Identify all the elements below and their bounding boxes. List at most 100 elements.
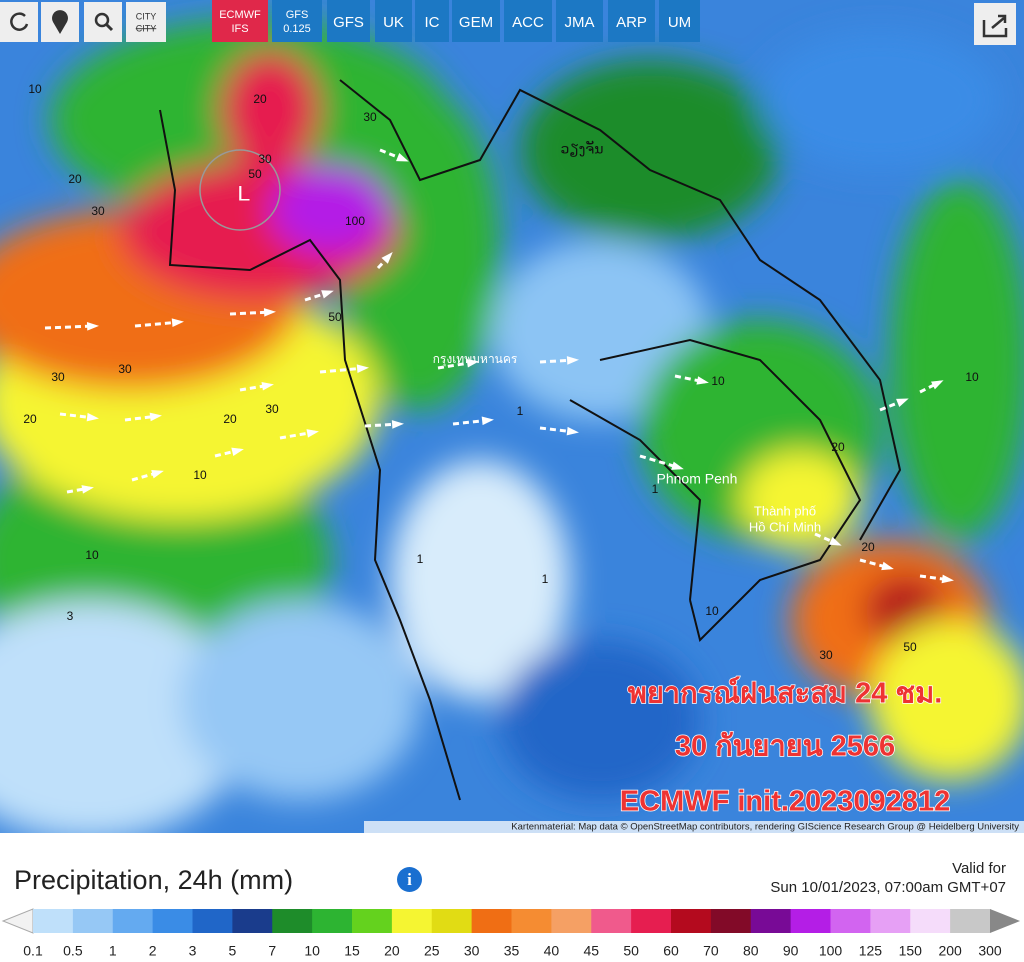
model-button[interactable] <box>452 0 500 42</box>
attribution: Kartenmaterial: Map data © OpenStreetMap… <box>511 822 1019 833</box>
colorbar-label: 20 <box>384 943 400 959</box>
colorbar-swatch <box>391 909 433 933</box>
colorbar-label: 150 <box>899 943 923 959</box>
wind-arrow <box>59 412 96 420</box>
contour-label: 20 <box>23 412 37 426</box>
wind-arrow <box>66 486 91 494</box>
model-button[interactable] <box>375 0 412 42</box>
refresh-button[interactable] <box>0 2 38 42</box>
wind-arrow-head <box>86 322 99 331</box>
wind-arrow-head <box>263 308 276 317</box>
wind-arrow-head <box>696 376 709 385</box>
colorbar-label: 7 <box>268 943 276 959</box>
contour-label: 20 <box>68 172 82 186</box>
overlay-line: 30 กันยายน 2566 <box>675 731 895 763</box>
wind-arrow-head <box>829 536 842 546</box>
wind-arrow <box>539 426 576 434</box>
colorbar-swatch <box>431 909 473 933</box>
colorbar-label: 1 <box>109 943 117 959</box>
model-name: UM <box>668 14 691 31</box>
colorbar-label: 5 <box>228 943 236 959</box>
colorbar-label: 50 <box>623 943 639 959</box>
model-button[interactable] <box>212 0 268 42</box>
city-text: CITY <box>136 23 157 33</box>
contour-label: 1 <box>417 552 424 566</box>
colorbar-swatch <box>33 909 74 933</box>
contour-label: 10 <box>705 604 719 618</box>
colorbar-end <box>990 909 1020 933</box>
model-button[interactable] <box>415 0 449 42</box>
colorbar-label: 0.1 <box>23 943 43 959</box>
colorbar-label: 10 <box>304 943 320 959</box>
colorbar-label: 15 <box>344 943 360 959</box>
wind-arrow-head <box>671 461 684 470</box>
valid-time: Sun 10/01/2023, 07:00am GMT+07 <box>770 879 1006 896</box>
wind-arrow <box>319 366 366 374</box>
colorbar-swatch <box>112 909 154 933</box>
colorbar-swatch <box>710 909 752 933</box>
contour-label: 10 <box>965 370 979 384</box>
contour-label: 20 <box>831 440 845 454</box>
wind-arrow-head <box>466 359 479 368</box>
colorbar-swatch <box>192 909 233 933</box>
city-label: Hồ Chí Minh <box>749 519 821 534</box>
pin-icon <box>51 10 68 34</box>
zoom-button[interactable] <box>84 2 122 42</box>
contour-label: 10 <box>711 374 725 388</box>
wind-arrow-head <box>81 485 94 494</box>
colorbar-label: 80 <box>743 943 759 959</box>
valid-for: Valid for <box>952 860 1006 877</box>
model-button[interactable] <box>504 0 552 42</box>
city-button[interactable] <box>126 2 166 42</box>
colorbar-label: 200 <box>938 943 962 959</box>
model-name: ACC <box>512 14 544 31</box>
model-button[interactable] <box>327 0 370 42</box>
colorbar-swatch <box>352 909 393 933</box>
contour-label: 30 <box>91 204 105 218</box>
wind-arrows <box>44 148 954 584</box>
colorbar-swatch <box>830 909 871 933</box>
wind-arrow-head <box>566 356 579 365</box>
wind-arrow-head <box>881 561 894 571</box>
wind-arrow-head <box>391 420 404 429</box>
city-label: Phnom Penh <box>657 471 738 487</box>
colorbar-label: 40 <box>544 943 560 959</box>
wind-arrow-head <box>481 416 494 426</box>
info-button[interactable]: i <box>397 867 422 892</box>
colorbar-swatch <box>790 909 831 933</box>
share-icon <box>982 14 1008 38</box>
colorbar-label: 25 <box>424 943 440 959</box>
colorbar-swatch <box>72 909 114 933</box>
wind-arrow-head <box>931 380 944 390</box>
contour-label: 1 <box>517 404 524 418</box>
wind-arrow <box>124 414 159 422</box>
contour-label: 30 <box>51 370 65 384</box>
colorbar-swatch <box>312 909 353 933</box>
colorbar-label: 0.5 <box>63 943 83 959</box>
zoom-icon <box>94 12 110 28</box>
colorbar-label: 70 <box>703 943 719 959</box>
wind-arrow-head <box>171 318 184 327</box>
model-button[interactable] <box>272 0 322 42</box>
colorbar-end <box>1 908 34 934</box>
model-button[interactable] <box>659 0 700 42</box>
colorbar-swatch <box>551 909 592 933</box>
map: 1020302030503050100303020102030101111020… <box>0 0 1024 833</box>
model-button[interactable] <box>556 0 603 42</box>
city-text: CITY <box>136 11 157 21</box>
contour-label: 3 <box>67 609 74 623</box>
zoom-icon <box>104 22 114 32</box>
colorbar-swatch <box>152 909 193 933</box>
colorbar-swatch <box>750 909 792 933</box>
model-button[interactable] <box>608 0 655 42</box>
colorbar: 0.1 0.5 1 2 3 5 7 10 15 20 25 30 35 40 45 50 60 70 80 90 100… <box>1 908 1020 959</box>
model-name: ECMWF <box>219 9 261 21</box>
borders <box>159 79 902 801</box>
model-name: UK <box>383 14 404 31</box>
contour-label: 20 <box>861 540 875 554</box>
wind-arrow <box>919 380 941 394</box>
wind-arrow-head <box>941 574 954 584</box>
wind-arrow-head <box>566 426 579 436</box>
colorbar-label: 100 <box>819 943 843 959</box>
